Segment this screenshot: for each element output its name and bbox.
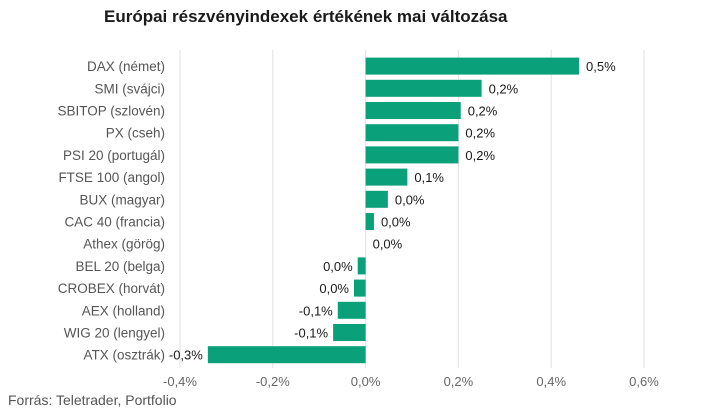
data-label: 0,0% xyxy=(319,281,349,296)
x-tick-label: 0,6% xyxy=(629,374,659,389)
data-label: 0,2% xyxy=(468,104,498,119)
category-label: FTSE 100 (angol) xyxy=(58,170,165,185)
x-tick-label: -0,2% xyxy=(256,374,290,389)
x-tick-label: -0,4% xyxy=(163,374,197,389)
category-label: BEL 20 (belga) xyxy=(75,259,165,274)
bar xyxy=(365,57,580,75)
data-label: 0,0% xyxy=(323,259,353,274)
bar xyxy=(365,168,408,186)
bar xyxy=(365,79,482,97)
bar xyxy=(365,102,461,119)
bars xyxy=(207,57,580,364)
chart-title: Európai részvényindexek értékének mai vá… xyxy=(104,7,508,26)
data-label: 0,2% xyxy=(489,81,519,96)
x-tick-label: 0,2% xyxy=(444,374,474,389)
category-label: CROBEX (horvát) xyxy=(58,281,165,296)
category-label: SBITOP (szlovén) xyxy=(57,104,165,119)
category-label: PSI 20 (portugál) xyxy=(63,148,165,163)
data-label: 0,2% xyxy=(465,148,495,163)
bar xyxy=(337,301,366,319)
x-tick-label: 0,0% xyxy=(351,374,381,389)
bar xyxy=(365,190,388,208)
data-label: 0,0% xyxy=(381,215,411,230)
category-label: DAX (német) xyxy=(87,59,165,74)
data-label: -0,1% xyxy=(294,326,328,341)
data-label: 0,0% xyxy=(395,192,425,207)
category-label: BUX (magyar) xyxy=(79,192,165,207)
data-label: -0,1% xyxy=(299,303,333,318)
category-label: PX (cseh) xyxy=(106,126,165,141)
data-label: 0,0% xyxy=(373,237,403,252)
bar xyxy=(365,124,459,142)
category-label: WIG 20 (lengyel) xyxy=(64,326,165,341)
bar xyxy=(365,146,459,164)
category-label: AEX (holland) xyxy=(82,303,165,318)
bar xyxy=(357,257,366,275)
data-label: -0,3% xyxy=(169,348,203,363)
bar xyxy=(207,346,366,364)
data-labels: 0,5% 0,2% 0,2% 0,2% 0,2% 0,1% 0,0% 0,0% 0,0% 0,0%… xyxy=(169,59,616,363)
gridlines xyxy=(179,50,645,368)
category-label: CAC 40 (francia) xyxy=(64,215,165,230)
data-label: 0,5% xyxy=(586,59,616,74)
category-labels: DAX (német) SMI (svájci) SBITOP (szlovén) P… xyxy=(57,59,165,363)
category-label: SMI (svájci) xyxy=(95,81,166,96)
data-label: 0,1% xyxy=(414,170,444,185)
x-tick-label: 0,4% xyxy=(536,374,566,389)
bar xyxy=(354,279,366,297)
bar xyxy=(333,324,366,341)
category-label: ATX (osztrák) xyxy=(83,348,165,363)
source-note: Forrás: Teletrader, Portfolio xyxy=(8,392,177,408)
bar xyxy=(365,213,374,230)
x-axis-ticks: -0,4% -0,2% 0,0% 0,2% 0,4% 0,6% xyxy=(163,374,659,389)
category-label: Athex (görög) xyxy=(83,237,165,252)
data-label: 0,2% xyxy=(465,126,495,141)
